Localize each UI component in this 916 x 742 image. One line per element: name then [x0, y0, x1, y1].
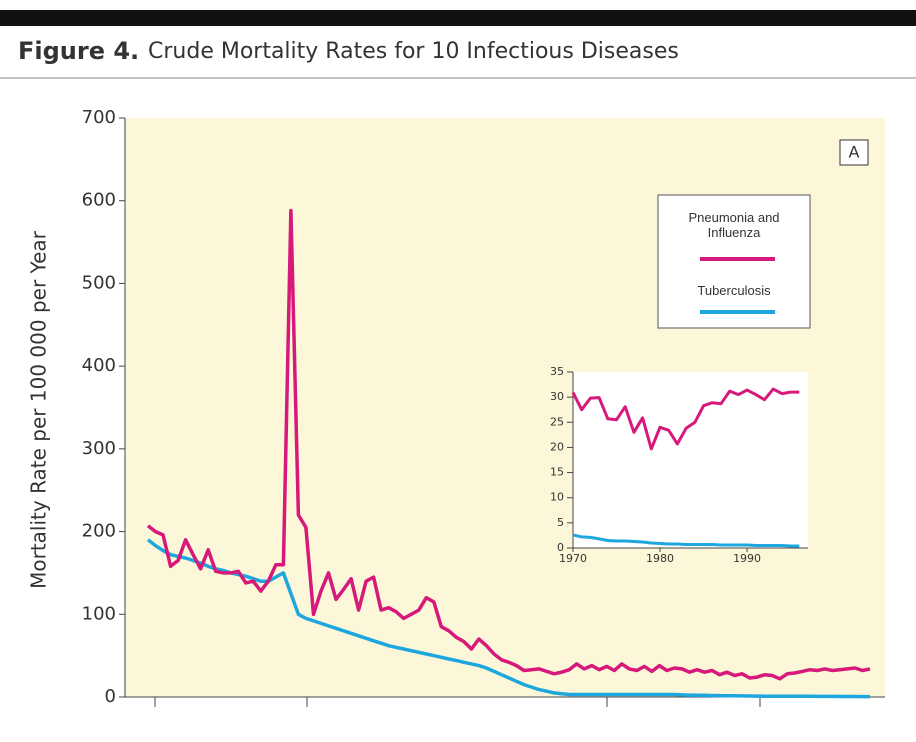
y-tick-label: 20 — [550, 440, 564, 453]
y-tick-label: 400 — [82, 355, 116, 376]
x-tick-label: 1970 — [559, 552, 587, 565]
top-bar — [0, 10, 916, 26]
y-tick-label: 200 — [82, 521, 116, 542]
figure-label: Figure 4. — [18, 37, 139, 65]
y-tick-label: 700 — [82, 107, 116, 128]
series-line — [146, 208, 871, 681]
y-tick-label: 300 — [82, 438, 116, 459]
y-tick-label: 600 — [82, 190, 116, 211]
y-tick-label: 10 — [550, 491, 564, 504]
y-tick-label: 35 — [550, 365, 564, 378]
y-tick-label: 500 — [82, 272, 116, 293]
legend-label: Pneumonia and Influenza — [688, 210, 780, 240]
panel-box — [839, 139, 869, 166]
y-tick-label: 100 — [82, 603, 116, 624]
legend-label: Tuberculosis — [697, 283, 771, 298]
figure-title: Crude Mortality Rates for 10 Infectious … — [148, 39, 679, 64]
x-tick-label: 1990 — [733, 552, 761, 565]
legend-box — [657, 194, 811, 329]
y-tick-label: 0 — [557, 541, 564, 554]
y-tick-label: 30 — [550, 390, 564, 403]
x-tick-label: 1980 — [646, 552, 674, 565]
panel-label: A — [849, 143, 860, 162]
series-line — [571, 387, 800, 451]
y-tick-label: 5 — [557, 516, 564, 529]
y-tick-label: 0 — [105, 686, 116, 707]
y-tick-label: 25 — [550, 415, 564, 428]
x-ticks — [154, 697, 761, 707]
inset-area — [573, 372, 808, 548]
y-axis-label: Mortality Rate per 100 000 per Year — [27, 230, 51, 589]
series-line — [572, 533, 800, 548]
y-tick-label: 15 — [550, 466, 564, 479]
